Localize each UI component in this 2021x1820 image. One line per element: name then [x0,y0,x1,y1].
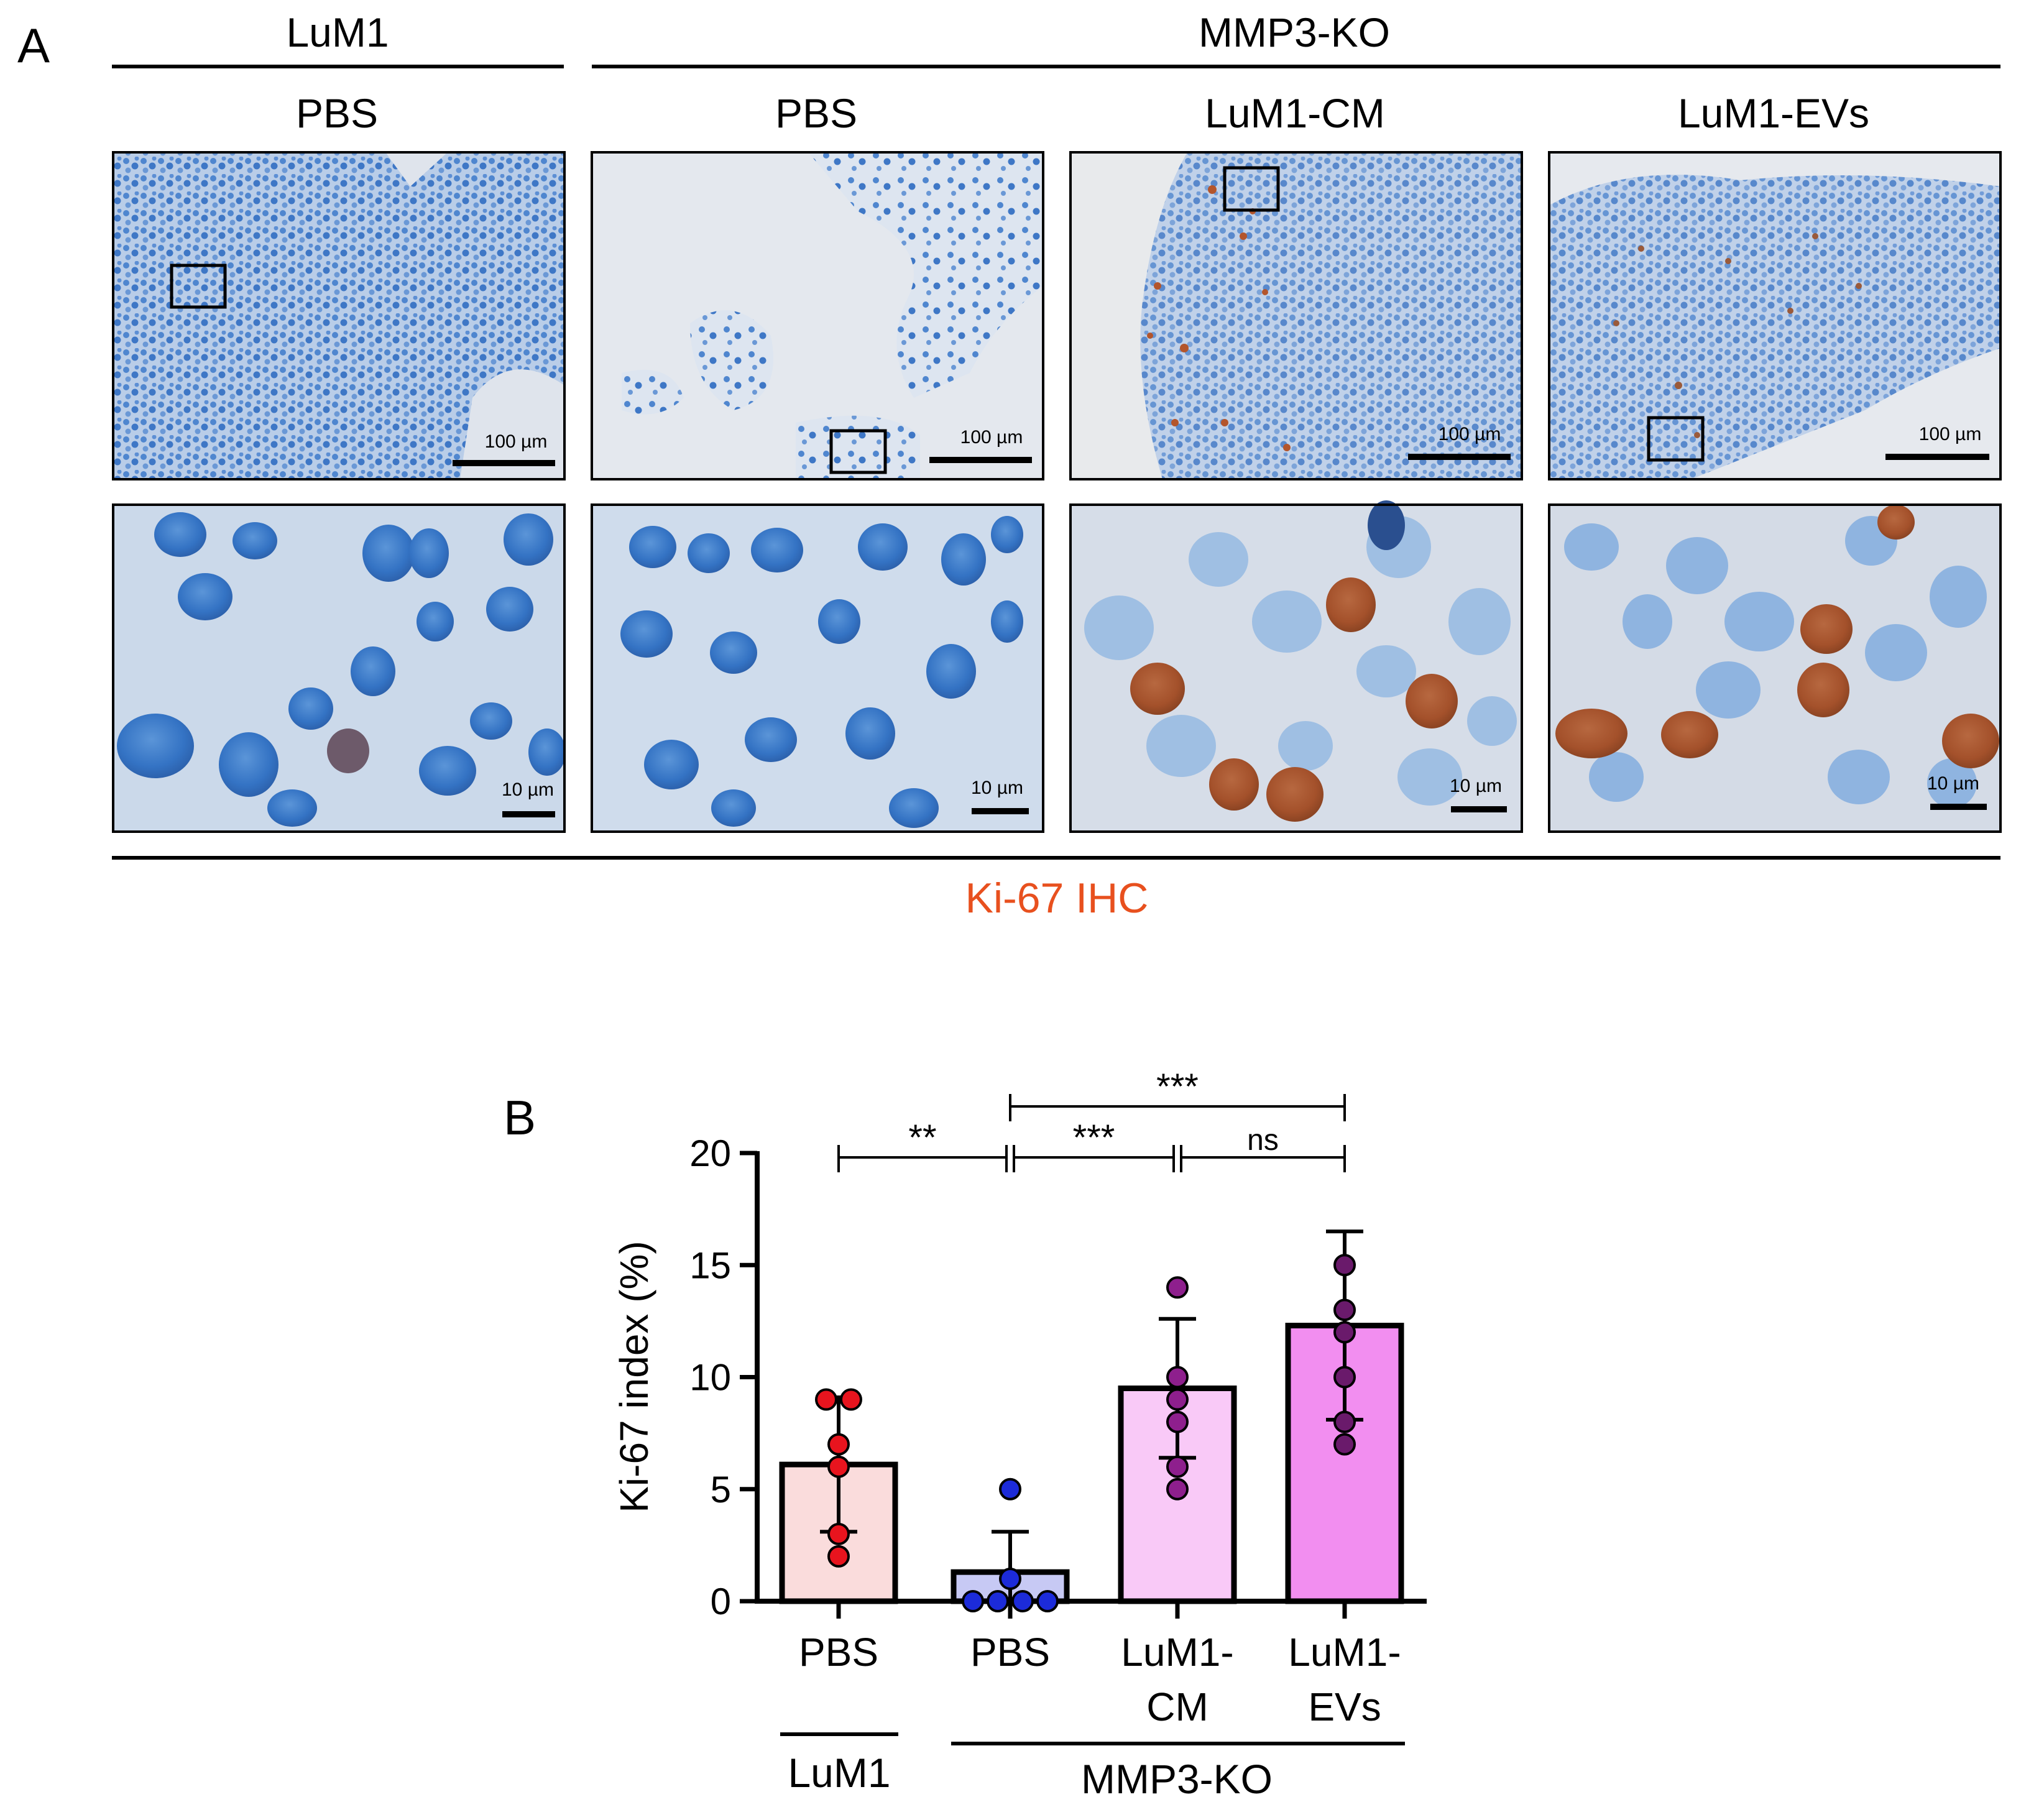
data-point-3-5 [1333,1433,1356,1456]
svg-text:100 µm: 100 µm [1439,424,1501,444]
column-header-lum1-evs: LuM1-EVs [1678,90,1869,136]
scale-bar-high-3: 10 µm [1450,776,1507,812]
svg-text:100 µm: 100 µm [485,431,548,452]
svg-text:100 µm: 100 µm [1919,424,1982,444]
svg-text:10 µm: 10 µm [502,779,554,800]
data-point-3-1 [1333,1298,1356,1321]
y-tick-label-15: 15 [689,1244,731,1286]
data-point-3-0 [1333,1254,1356,1277]
y-axis-label: Ki-67 index (%) [612,1241,656,1513]
panel-a-label: A [17,18,50,73]
sig-label-2: ns [1247,1124,1279,1157]
micrograph-low-mmp3-pbs [591,151,1044,480]
data-point-0-3 [827,1455,850,1478]
scale-bar-high-2: 10 µm [971,778,1029,814]
data-point-0-0 [815,1388,837,1411]
x-tick-label-3-0: LuM1- [1288,1630,1401,1675]
scale-bar-low-4: 100 µm [1885,424,1989,460]
micrograph-high-lum1-cm [1069,500,1523,833]
data-point-0-5 [827,1545,850,1568]
panel-b-label: B [504,1090,536,1145]
svg-text:10 µm: 10 µm [1927,773,1979,794]
data-point-3-4 [1333,1410,1356,1433]
data-point-2-5 [1166,1478,1189,1501]
data-point-1-1 [999,1567,1021,1590]
micrograph-high-lum1-pbs [112,503,566,833]
scale-bar-low-1: 100 µm [453,431,555,466]
data-point-0-4 [827,1522,850,1545]
scale-bar-high-4: 10 µm [1927,773,1987,810]
data-point-2-3 [1166,1410,1189,1433]
data-point-2-0 [1166,1276,1189,1299]
column-header-lum1-pbs: PBS [296,90,378,136]
sig-label-0: ** [908,1118,936,1158]
column-header-mmp3-pbs: PBS [775,90,857,136]
data-point-1-4 [1011,1590,1034,1612]
sig-label-3: *** [1156,1067,1199,1107]
data-point-2-2 [1166,1388,1189,1411]
x-tick-label-1-0: PBS [970,1630,1050,1675]
stain-label: Ki-67 IHC [965,875,1149,922]
y-tick-label-10: 10 [689,1357,731,1399]
chart-ki67-index: B 0 5 10 15 20 Ki-67 index (%) PBS PBS LuM1- CM LuM… [504,1067,1427,1802]
micrograph-low-lum1-pbs [112,151,566,480]
group-header-lum1: LuM1 [286,9,389,55]
y-tick-label-20: 20 [689,1133,731,1174]
x-tick-label-2-0: LuM1- [1121,1630,1233,1675]
data-point-3-3 [1333,1366,1356,1389]
scale-bar-low-3: 100 µm [1408,424,1511,460]
group-label-lum1: LuM1 [788,1750,890,1796]
group-label-mmp3: MMP3-KO [1081,1756,1273,1802]
data-point-1-2 [962,1590,984,1612]
data-point-3-2 [1333,1321,1356,1344]
data-point-2-4 [1166,1455,1189,1478]
micrograph-high-mmp3-pbs [591,503,1044,833]
sig-label-1: *** [1073,1118,1115,1158]
svg-text:100 µm: 100 µm [960,427,1023,448]
x-tick-label-2-1: CM [1146,1684,1208,1729]
data-point-1-3 [987,1590,1009,1612]
micrograph-low-lum1-cm [1069,151,1523,480]
data-point-0-1 [840,1388,862,1411]
scale-bar-high-1: 10 µm [502,779,555,817]
x-tick-label-0-0: PBS [799,1630,878,1675]
scale-bar-low-2: 100 µm [929,427,1032,463]
x-tick-label-3-1: EVs [1308,1684,1381,1729]
y-tick-label-5: 5 [711,1469,731,1510]
svg-text:10 µm: 10 µm [1450,776,1502,796]
data-point-1-0 [999,1478,1021,1501]
column-header-lum1-cm: LuM1-CM [1205,90,1385,136]
data-point-1-5 [1036,1590,1059,1612]
data-point-0-2 [827,1433,850,1456]
micrograph-low-lum1-evs [1548,151,2002,480]
data-point-2-1 [1166,1366,1189,1389]
y-tick-label-0: 0 [711,1581,731,1622]
micrograph-high-lum1-evs [1548,503,2002,833]
svg-text:10 µm: 10 µm [971,778,1023,798]
group-header-mmp3: MMP3-KO [1199,9,1390,55]
